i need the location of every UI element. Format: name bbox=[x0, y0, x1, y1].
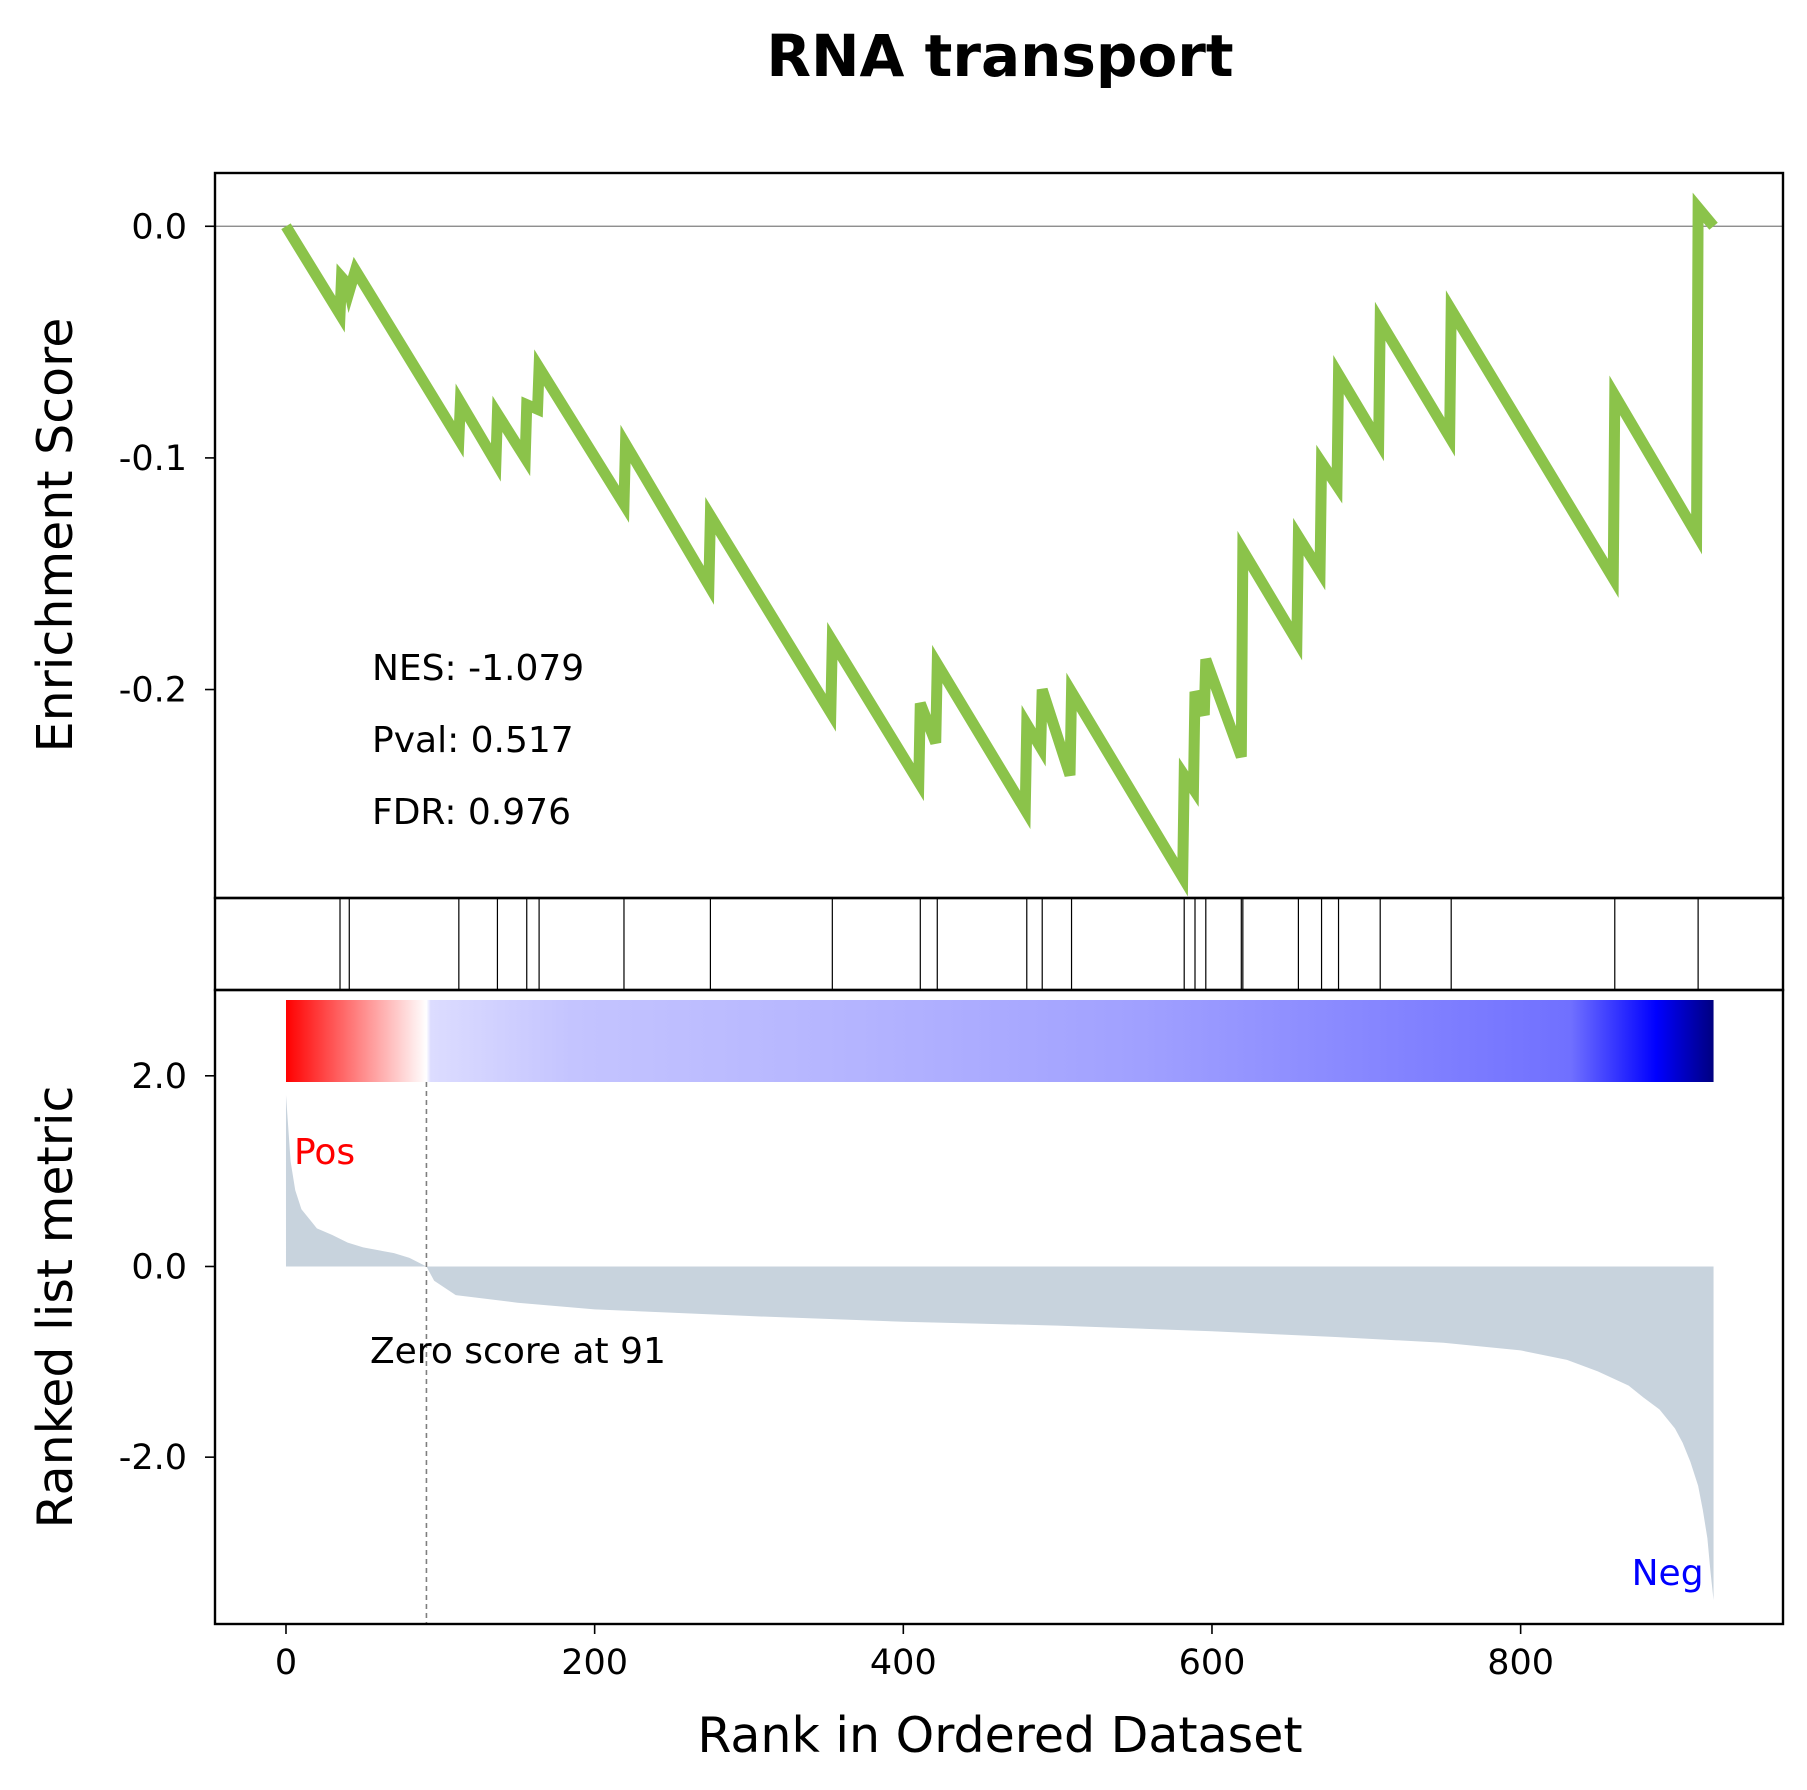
enrichment-score-panel: 0.0 -0.1 -0.2 NES: -1.079 Pval: 0.517 FDR:… bbox=[27, 171, 1785, 900]
pval-label: Pval: 0.517 bbox=[372, 720, 574, 761]
rank-y-tick-label: 2.0 bbox=[131, 1057, 187, 1097]
x-axis: 0 200 400 600 800 bbox=[275, 1624, 1554, 1683]
hits-panel-frame bbox=[213, 896, 1785, 992]
x-tick-label: 0 bbox=[275, 1643, 297, 1683]
es-y-tick-label: -0.1 bbox=[119, 439, 187, 479]
es-y-tick-label: -0.2 bbox=[119, 671, 187, 711]
x-tick-label: 400 bbox=[870, 1643, 937, 1683]
rank-y-axis-label: Ranked list metric bbox=[27, 1086, 84, 1529]
rank-panel-frame bbox=[213, 988, 1785, 1626]
es-y-tick-label: 0.0 bbox=[131, 207, 187, 247]
es-y-axis-label: Enrichment Score bbox=[27, 318, 84, 753]
x-axis-label: Rank in Ordered Dataset bbox=[697, 1707, 1302, 1764]
rank-y-axis: 2.0 0.0 -2.0 bbox=[119, 1057, 215, 1478]
rank-color-bar bbox=[285, 1000, 1714, 1082]
zero-crossing-label: Zero score at 91 bbox=[370, 1331, 666, 1372]
x-tick-label: 800 bbox=[1487, 1643, 1554, 1683]
neg-label: Neg bbox=[1632, 1553, 1704, 1594]
es-panel-frame bbox=[213, 171, 1785, 900]
fdr-label: FDR: 0.976 bbox=[372, 792, 571, 833]
x-tick-label: 200 bbox=[561, 1643, 628, 1683]
hit-lines bbox=[339, 898, 1699, 990]
rank-y-tick-label: 0.0 bbox=[131, 1247, 187, 1287]
rank-y-tick-label: -2.0 bbox=[119, 1438, 187, 1478]
es-y-axis: 0.0 -0.1 -0.2 bbox=[119, 207, 215, 711]
ranked-list-panel: Pos Neg Zero score at 91 2.0 0.0 -2.0 Rank… bbox=[27, 988, 1785, 1626]
x-tick-label: 600 bbox=[1179, 1643, 1246, 1683]
chart-title: RNA transport bbox=[766, 22, 1233, 90]
enrichment-score-line bbox=[281, 192, 1718, 897]
pos-label: Pos bbox=[294, 1132, 355, 1173]
gene-hits-panel bbox=[213, 896, 1785, 992]
nes-label: NES: -1.079 bbox=[372, 648, 584, 689]
